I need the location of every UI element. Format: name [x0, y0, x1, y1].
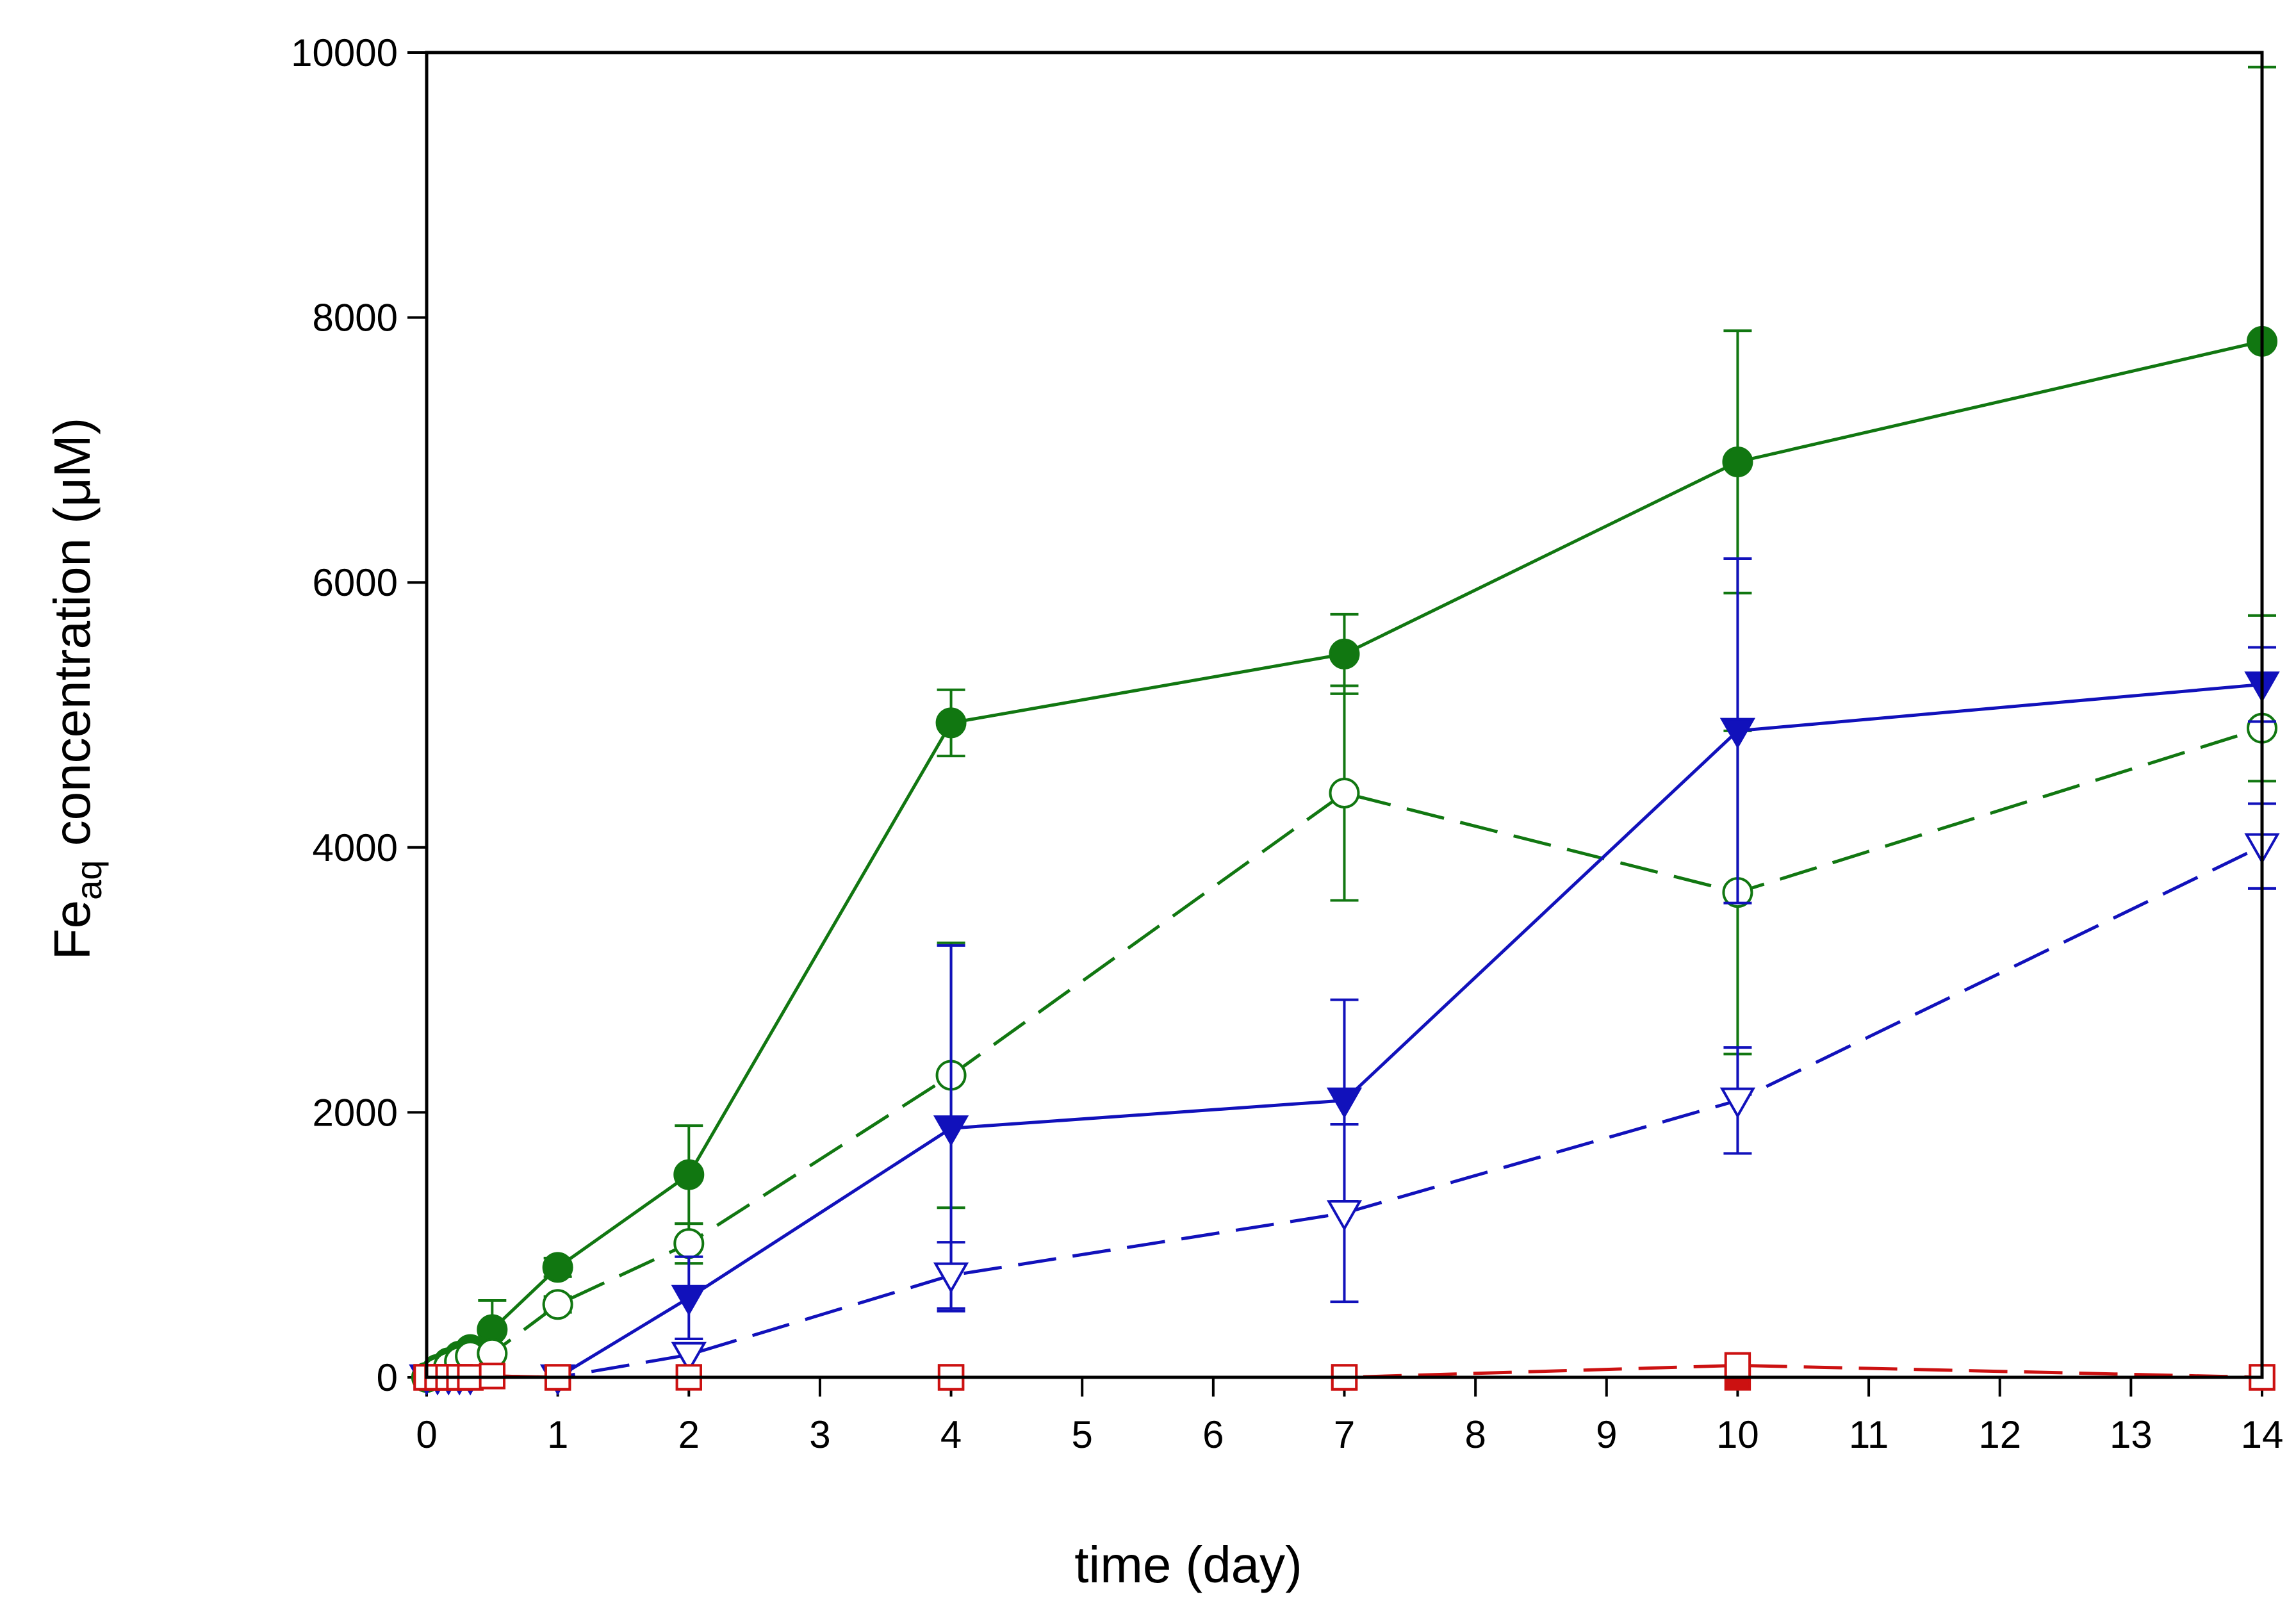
x-axis-title: time (day)	[1074, 1536, 1302, 1593]
x-tick-label-14: 14	[2241, 1413, 2284, 1456]
data-point-2-7	[933, 1115, 969, 1147]
x-tick-label-10: 10	[1716, 1413, 1759, 1456]
y-axis-title-suffix: concentration (μM)	[44, 418, 101, 860]
y-tick-label-5: 10000	[291, 31, 398, 74]
data-point-3-7	[933, 1262, 969, 1293]
data-point-5-10	[1724, 1352, 1751, 1379]
y-axis-ticks: 0 2000 4000 6000 8000 10000	[291, 31, 427, 1399]
x-tick-label-3: 3	[809, 1413, 830, 1456]
data-point-0-6	[542, 1252, 573, 1283]
data-point-0-7	[673, 1159, 705, 1190]
y-axis-title-prefix: Fe	[44, 900, 101, 960]
data-point-2-9	[1719, 717, 1756, 750]
data-point-0-10	[1722, 447, 1753, 478]
data-point-3-9	[1719, 1087, 1756, 1119]
x-tick-label-6: 6	[1202, 1413, 1224, 1456]
data-point-2-6	[671, 1284, 707, 1316]
y-axis-title: Feaq concentration (μM)	[44, 418, 109, 960]
data-point-3-6	[671, 1341, 707, 1373]
x-tick-label-2: 2	[678, 1413, 700, 1456]
y-tick-label-1: 2000	[313, 1091, 398, 1134]
x-tick-label-13: 13	[2110, 1413, 2152, 1456]
x-tick-label-5: 5	[1072, 1413, 1093, 1456]
plot-series	[409, 65, 2280, 1396]
x-tick-label-12: 12	[1978, 1413, 2021, 1456]
x-tick-label-7: 7	[1334, 1413, 1355, 1456]
data-point-1-9	[1329, 778, 1360, 809]
x-tick-label-9: 9	[1596, 1413, 1617, 1456]
y-tick-label-4: 8000	[313, 297, 398, 340]
x-tick-label-1: 1	[547, 1413, 568, 1456]
data-point-3-8	[1326, 1200, 1363, 1231]
y-tick-label-2: 4000	[313, 826, 398, 869]
data-point-1-7	[673, 1228, 705, 1259]
y-axis-title-subscript: aq	[69, 860, 109, 900]
x-tick-label-11: 11	[1849, 1413, 1889, 1456]
x-tick-label-8: 8	[1464, 1413, 1486, 1456]
x-tick-label-4: 4	[940, 1413, 962, 1456]
data-point-0-9	[1329, 638, 1360, 669]
data-point-0-8	[935, 707, 967, 739]
data-point-2-8	[1326, 1087, 1363, 1119]
x-tick-label-0: 0	[416, 1413, 437, 1456]
x-axis-ticks: 0 1 2 3 4 5 6 7 8 9 10 11 12 13 14	[416, 1377, 2283, 1456]
data-point-1-6	[542, 1289, 573, 1320]
y-tick-label-3: 6000	[313, 561, 398, 604]
plot-frame	[425, 51, 2264, 1379]
y-tick-label-0: 0	[377, 1356, 398, 1399]
